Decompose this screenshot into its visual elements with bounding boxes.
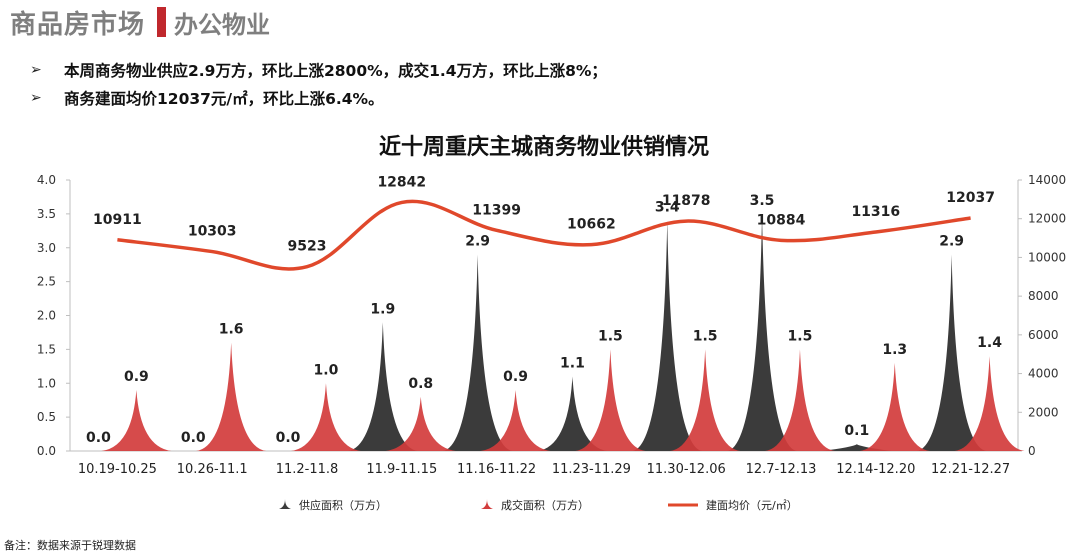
sales-spike xyxy=(859,362,930,451)
y-right-tick-label: 8000 xyxy=(1028,289,1059,303)
supply-spike xyxy=(632,220,703,451)
x-tick-label: 12.7-12.13 xyxy=(746,462,817,477)
supply-spike xyxy=(537,376,608,451)
x-tick-label: 10.19-10.25 xyxy=(78,462,157,477)
y-left-tick-label: 1.5 xyxy=(37,342,56,356)
price-data-label: 10303 xyxy=(188,224,237,240)
y-left-tick-label: 4.0 xyxy=(37,173,56,187)
supply-data-label: 3.5 xyxy=(750,193,775,209)
page-title: 商品房市场 xyxy=(10,9,146,40)
y-right-tick-label: 4000 xyxy=(1028,367,1059,381)
price-data-label: 10662 xyxy=(567,217,616,233)
supply-data-label: 0.1 xyxy=(844,423,869,439)
y-right-tick-label: 14000 xyxy=(1028,173,1066,187)
footnote: 备注：数据来源于锐理数据 xyxy=(4,539,136,552)
legend-label: 成交面积（万方） xyxy=(501,498,589,512)
y-left-tick-label: 2.5 xyxy=(37,275,56,289)
sales-spike xyxy=(575,349,646,451)
x-tick-label: 11.9-11.15 xyxy=(366,462,437,477)
y-left-tick-label: 0.0 xyxy=(37,444,56,458)
price-data-label: 11316 xyxy=(851,204,900,220)
bullet-text: 商务建面均价12037元/㎡，环比上涨6.4%。 xyxy=(64,90,384,108)
x-tick-label: 11.30-12.06 xyxy=(647,462,726,477)
price-data-label: 9523 xyxy=(288,239,327,255)
price-data-label: 10884 xyxy=(757,212,806,228)
y-left-tick-label: 2.0 xyxy=(37,309,56,323)
price-data-label: 11399 xyxy=(472,202,521,218)
chart-title: 近十周重庆主城商务物业供销情况 xyxy=(379,134,709,160)
supply-data-label: 0.0 xyxy=(86,430,111,446)
x-tick-label: 12.21-12.27 xyxy=(931,462,1010,477)
x-tick-label: 12.14-12.20 xyxy=(836,462,915,477)
y-right-tick-label: 12000 xyxy=(1028,212,1066,226)
y-right-tick-label: 10000 xyxy=(1028,250,1066,264)
title-divider xyxy=(157,7,167,37)
sales-spike xyxy=(954,356,1025,451)
y-right-tick-label: 6000 xyxy=(1028,328,1059,342)
y-left-tick-label: 3.5 xyxy=(37,207,56,221)
y-right-tick-label: 0 xyxy=(1028,444,1036,458)
x-tick-label: 11.16-11.22 xyxy=(457,462,536,477)
supply-spike xyxy=(442,254,513,451)
y-left-tick-label: 0.5 xyxy=(37,410,56,424)
legend-swatch xyxy=(481,499,493,509)
sales-data-label: 1.5 xyxy=(788,328,813,344)
summary-bullet: ➢ 商务建面均价12037元/㎡，环比上涨6.4%。 xyxy=(30,84,607,112)
supply-data-label: 1.1 xyxy=(560,355,585,371)
sales-spike xyxy=(385,396,456,451)
supply-data-label: 0.0 xyxy=(276,430,301,446)
sales-data-label: 1.4 xyxy=(977,335,1002,351)
page-subtitle: 办公物业 xyxy=(174,10,271,39)
price-line xyxy=(117,199,971,271)
y-left-tick-label: 3.0 xyxy=(37,241,56,255)
summary-bullets: ➢ 本周商务物业供应2.9万方，环比上涨2800%，成交1.4万方，环比上涨8%… xyxy=(30,56,607,112)
supply-data-label: 0.0 xyxy=(181,430,206,446)
summary-bullet: ➢ 本周商务物业供应2.9万方，环比上涨2800%，成交1.4万方，环比上涨8%… xyxy=(30,56,607,84)
sales-data-label: 1.5 xyxy=(598,328,623,344)
supply-spike xyxy=(347,322,418,451)
page-header: 商品房市场 办公物业 xyxy=(10,6,271,40)
legend-swatch xyxy=(279,499,291,509)
supply-spike xyxy=(916,254,987,451)
price-data-label: 10911 xyxy=(93,212,142,228)
x-tick-label: 10.26-11.1 xyxy=(177,462,248,477)
x-tick-label: 11.2-11.8 xyxy=(276,462,339,477)
legend-label: 供应面积（万方） xyxy=(299,498,387,512)
y-right-tick-label: 2000 xyxy=(1028,405,1059,419)
supply-data-label: 2.9 xyxy=(465,234,490,250)
price-data-label: 12037 xyxy=(946,190,995,206)
supply-data-label: 2.9 xyxy=(939,234,964,250)
legend-label: 建面均价（元/㎡） xyxy=(706,498,798,512)
sales-data-label: 1.0 xyxy=(314,362,339,378)
sales-data-label: 0.9 xyxy=(124,369,149,385)
sales-data-label: 0.8 xyxy=(408,376,433,392)
arrow-right-icon: ➢ xyxy=(30,90,42,106)
x-tick-label: 11.23-11.29 xyxy=(552,462,631,477)
supply-data-label: 1.9 xyxy=(370,301,395,317)
sales-data-label: 1.3 xyxy=(882,342,907,358)
sales-data-label: 0.9 xyxy=(503,369,528,385)
sales-spike xyxy=(290,383,361,451)
sales-spike xyxy=(480,390,551,451)
price-data-label: 12842 xyxy=(377,174,426,190)
sales-spike xyxy=(670,349,741,451)
arrow-right-icon: ➢ xyxy=(30,62,42,78)
sales-spike xyxy=(764,349,835,451)
bullet-text: 本周商务物业供应2.9万方，环比上涨2800%，成交1.4万方，环比上涨8%； xyxy=(64,62,607,80)
supply-spike xyxy=(727,213,798,451)
sales-spike xyxy=(101,390,172,451)
sales-data-label: 1.6 xyxy=(219,322,244,338)
price-data-label: 11878 xyxy=(662,193,711,209)
y-left-tick-label: 1.0 xyxy=(37,376,56,390)
sales-spike xyxy=(196,342,267,451)
supply-data-label: 3.4 xyxy=(655,200,680,216)
sales-data-label: 1.5 xyxy=(693,328,718,344)
